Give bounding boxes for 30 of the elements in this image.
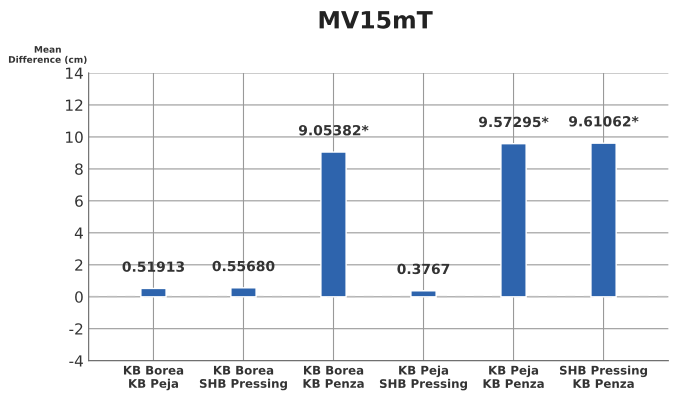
y-axis-title: Mean Difference (cm): [8, 46, 87, 64]
x-tick-label: KB Peja KB Penza: [484, 366, 544, 388]
y-tick-label: 10: [66, 131, 83, 143]
y-tick-label: -4: [69, 355, 83, 367]
x-tick-label: SHB Pressing KB Penza: [560, 366, 648, 388]
bar: [410, 290, 437, 298]
x-tick-label: KB Borea KB Peja: [124, 366, 184, 390]
bar: [500, 143, 527, 298]
y-tick-label: 8: [75, 163, 83, 175]
data-label: 9.61062*: [569, 116, 639, 127]
x-tick-label: KB Borea KB Penza: [304, 366, 364, 388]
data-label: 0.55680: [212, 260, 274, 272]
data-label: 9.57295*: [478, 116, 549, 128]
data-label: 0.51913: [122, 261, 184, 272]
bar: [140, 288, 167, 298]
data-label: 9.05382*: [298, 124, 368, 136]
y-tick-label: 6: [75, 195, 83, 207]
y-tick-label: 14: [66, 68, 83, 79]
y-tick-label: 12: [66, 99, 82, 111]
bar: [230, 287, 257, 298]
y-tick-label: -2: [69, 323, 82, 335]
x-tick-label: KB Borea SHB Pressing: [200, 366, 287, 390]
y-tick-label: 2: [75, 259, 82, 271]
chart-title: MV15mT: [320, 11, 433, 29]
y-tick-label: 4: [74, 227, 83, 239]
data-label: 0.3767: [397, 264, 450, 274]
x-tick-label: KB Peja SHB Pressing: [380, 366, 467, 390]
bar: [320, 151, 347, 298]
y-tick-label: 0: [75, 291, 83, 303]
bar: [590, 142, 617, 298]
